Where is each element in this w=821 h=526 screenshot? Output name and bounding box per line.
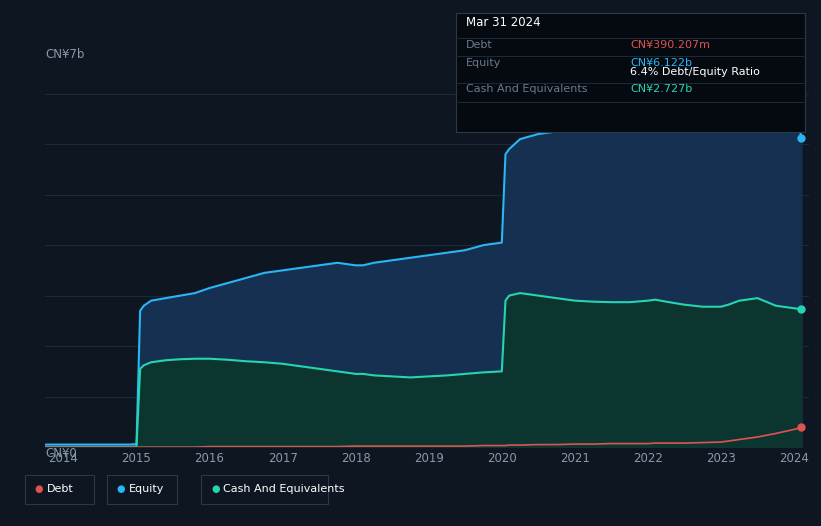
- Text: ●: ●: [211, 484, 219, 494]
- Text: Debt: Debt: [466, 40, 493, 50]
- Text: Equity: Equity: [129, 484, 164, 494]
- Text: Equity: Equity: [466, 58, 501, 68]
- Text: ●: ●: [34, 484, 43, 494]
- Text: 6.4% Debt/Equity Ratio: 6.4% Debt/Equity Ratio: [631, 67, 760, 77]
- Text: ●: ●: [117, 484, 125, 494]
- Text: CN¥7b: CN¥7b: [45, 48, 85, 61]
- Text: Cash And Equivalents: Cash And Equivalents: [466, 84, 587, 94]
- Text: Cash And Equivalents: Cash And Equivalents: [223, 484, 345, 494]
- Text: Debt: Debt: [47, 484, 74, 494]
- Text: CN¥2.727b: CN¥2.727b: [631, 84, 692, 94]
- Text: CN¥6.122b: CN¥6.122b: [631, 58, 692, 68]
- Text: CN¥0: CN¥0: [45, 447, 77, 460]
- Text: Mar 31 2024: Mar 31 2024: [466, 16, 540, 29]
- Text: CN¥390.207m: CN¥390.207m: [631, 40, 710, 50]
